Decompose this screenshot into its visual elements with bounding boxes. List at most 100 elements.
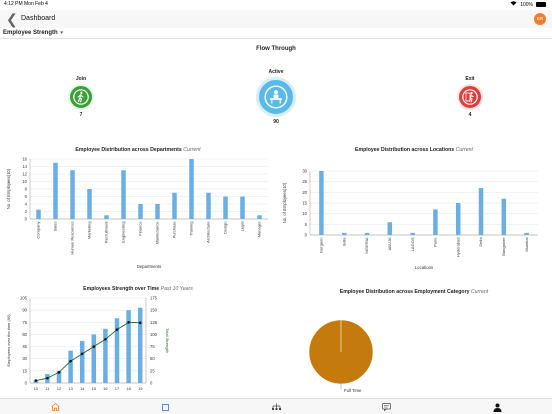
- bar: [387, 222, 393, 235]
- x-tick-label: Purchase: [172, 221, 177, 239]
- x-tick-label: 15: [92, 386, 97, 391]
- y-right-tick-label: 50: [150, 356, 155, 361]
- flow-through-title: Flow Through: [256, 46, 296, 52]
- battery-percent: 100%: [520, 1, 533, 8]
- y-axis-label: Employees over the time (90): [6, 314, 11, 367]
- page-title: Dashboard: [21, 15, 56, 22]
- walking-out-icon[interactable]: [457, 84, 483, 110]
- bar: [114, 318, 120, 383]
- tab-bar: [0, 398, 552, 414]
- x-tick-label: Bangalore: [501, 237, 506, 256]
- category-chart-title: Employee Distribution across Employment …: [339, 289, 489, 295]
- y-tick-label: 10: [302, 211, 307, 216]
- bar: [126, 310, 131, 383]
- x-tick-label: 11: [45, 386, 50, 391]
- chat-icon: [381, 403, 391, 411]
- line-point: [46, 376, 49, 380]
- tab-directory[interactable]: [266, 399, 286, 414]
- bar: [121, 170, 126, 219]
- line-point: [80, 352, 84, 356]
- x-tick-label: 12: [57, 386, 62, 391]
- slice-label: Full Time: [344, 388, 362, 393]
- home-icon: [50, 403, 60, 411]
- bar: [36, 209, 41, 219]
- category-pie-chart: Full Time: [308, 319, 374, 393]
- line-point: [138, 321, 142, 325]
- x-tick-label: 19: [138, 386, 143, 391]
- strength-combo-chart: 0 15 30 45 60 75 90 105 0 25 50 75 100 125 150 175 10 11 1…: [6, 296, 170, 392]
- flow-active[interactable]: Active 90: [254, 69, 298, 125]
- avatar[interactable]: ER: [534, 13, 546, 25]
- y-tick-label: 90: [22, 308, 27, 313]
- exit-value: 4: [468, 112, 472, 118]
- bar: [478, 188, 484, 235]
- x-tick-label: Pune: [433, 237, 438, 247]
- tab-profile[interactable]: [487, 399, 507, 414]
- y-right-tick-label: 75: [150, 344, 155, 349]
- bar: [257, 215, 262, 219]
- user-icon: [493, 403, 501, 412]
- tab-tasks[interactable]: [155, 399, 175, 414]
- y-right-tick-label: 175: [150, 296, 158, 301]
- y-tick-label: 45: [22, 344, 27, 349]
- bar: [91, 334, 97, 383]
- line-point: [69, 359, 72, 363]
- bar: [319, 171, 324, 235]
- y-tick-label: 14: [22, 164, 27, 169]
- x-tick-label: Marketing: [87, 222, 92, 240]
- x-tick-label: Training: [189, 222, 194, 236]
- join-label: Join: [75, 76, 87, 82]
- y-right-tick-label: 125: [150, 320, 158, 325]
- exit-label: Exit: [465, 76, 475, 82]
- flow-exit[interactable]: Exit 4: [455, 76, 485, 118]
- dropdown-label: Employee Strength: [3, 30, 58, 36]
- desk-person-icon[interactable]: [256, 77, 296, 117]
- y-tick-label: 0: [25, 381, 28, 386]
- x-tick-label: 13: [68, 386, 73, 391]
- y-tick-label: 15: [302, 201, 307, 206]
- employee-strength-dropdown[interactable]: Employee Strength ▾: [3, 30, 63, 36]
- y-tick-label: 8: [25, 187, 28, 192]
- x-tick-label: Delhi: [478, 237, 483, 246]
- dept-chart-title: Employee Distribution across Departments…: [75, 147, 201, 153]
- bar: [501, 198, 507, 235]
- tab-home[interactable]: [45, 399, 65, 414]
- bar: [455, 203, 461, 235]
- y-tick-label: 60: [22, 332, 27, 337]
- dept-bar-chart: 0 2 4 6 8 10 12 14 16 Company Sales Human Resources…: [6, 157, 268, 269]
- x-tick-label: 10: [34, 386, 39, 391]
- x-axis-label: Locations: [415, 265, 433, 270]
- active-label: Active: [268, 69, 284, 75]
- y-tick-label: 30: [22, 356, 27, 361]
- loc-chart-title: Employee Distribution across Locations C…: [355, 147, 473, 153]
- active-value: 90: [273, 119, 279, 125]
- x-tick-label: Design: [223, 222, 228, 234]
- y-right-tick-label: 150: [150, 308, 158, 313]
- line-point: [57, 371, 61, 374]
- y-right-axis-label: Total Strength: [165, 328, 170, 353]
- bar: [172, 192, 177, 219]
- tab-messages[interactable]: [376, 399, 396, 414]
- bar: [433, 209, 438, 235]
- bar: [79, 340, 85, 383]
- y-right-tick-label: 0: [150, 381, 153, 386]
- x-tick-label: 17: [115, 386, 120, 391]
- x-tick-label: Engineering: [121, 222, 126, 243]
- x-tick-label: Mumbai: [524, 237, 529, 251]
- flow-join[interactable]: Join 7: [66, 76, 96, 118]
- y-tick-label: 12: [22, 172, 27, 177]
- x-tick-label: LAGOS: [410, 237, 415, 251]
- y-tick-label: 4: [25, 202, 28, 207]
- y-tick-label: 5: [305, 222, 308, 227]
- back-button[interactable]: ❮: [6, 11, 18, 27]
- y-right-tick-label: 25: [150, 368, 155, 373]
- walking-person-icon[interactable]: [68, 84, 94, 110]
- x-tick-label: Gurgaon: [319, 238, 324, 254]
- nav-bar: ❮ Dashboard ER: [0, 10, 552, 28]
- y-tick-label: 6: [25, 194, 28, 199]
- x-tick-label: Finance: [138, 221, 143, 236]
- bar: [70, 170, 75, 219]
- x-tick-label: 14: [80, 386, 85, 391]
- x-tick-label: Hyderabad: [455, 238, 460, 258]
- bar: [524, 232, 529, 235]
